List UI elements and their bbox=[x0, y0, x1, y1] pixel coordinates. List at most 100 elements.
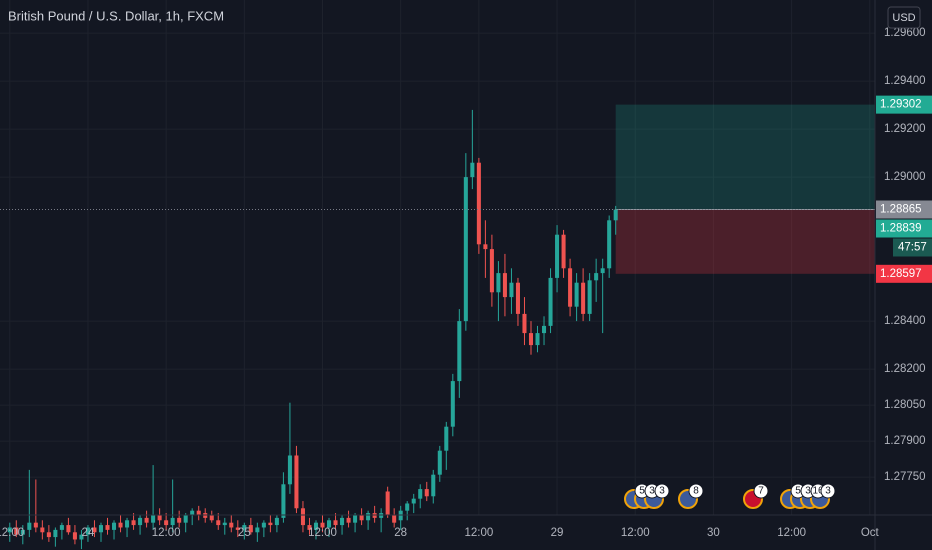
price-label-box bbox=[876, 219, 932, 238]
candle-body bbox=[151, 515, 156, 523]
candle-body bbox=[300, 508, 305, 526]
candle-body bbox=[594, 273, 599, 281]
candle-body bbox=[242, 525, 247, 530]
candle-body bbox=[476, 162, 481, 245]
x-tick-label: 12:00 bbox=[777, 527, 806, 539]
candle-body bbox=[27, 522, 32, 530]
candle-body bbox=[320, 522, 325, 528]
candle-body bbox=[528, 333, 534, 346]
y-tick-label: 1.29000 bbox=[884, 171, 926, 183]
candle-body bbox=[138, 517, 143, 526]
target-zone bbox=[615, 104, 875, 210]
candle-body bbox=[587, 280, 592, 314]
candle-body bbox=[463, 177, 468, 322]
event-badge bbox=[820, 483, 836, 499]
candle-body bbox=[561, 234, 566, 269]
candle-body bbox=[14, 527, 19, 535]
stop-zone bbox=[615, 209, 875, 274]
event-count: 3 bbox=[805, 486, 811, 497]
currency-label[interactable]: USD bbox=[892, 12, 915, 24]
price-label-box bbox=[876, 95, 932, 114]
candle-body bbox=[437, 450, 442, 475]
event-count: 3 bbox=[649, 486, 655, 497]
x-tick-label: 12:00 bbox=[621, 527, 650, 539]
candle-body bbox=[522, 313, 527, 334]
candle-body bbox=[164, 520, 169, 526]
candle-body bbox=[79, 534, 84, 540]
candle-body bbox=[105, 525, 110, 530]
y-tick-label: 1.28400 bbox=[884, 315, 926, 327]
price-label-box bbox=[876, 264, 932, 283]
candle-body bbox=[118, 522, 123, 528]
x-tick-label: 12:00 bbox=[308, 527, 337, 539]
x-tick-label: 12:00 bbox=[152, 527, 181, 539]
candle-body bbox=[66, 525, 71, 533]
candle-body bbox=[157, 515, 162, 521]
price-label-box bbox=[876, 200, 932, 219]
candle-body bbox=[46, 532, 51, 538]
candle-body bbox=[190, 510, 195, 516]
candle-body bbox=[411, 498, 416, 504]
candle-body bbox=[424, 489, 429, 497]
candle-body bbox=[235, 527, 240, 530]
x-tick-label: Oct bbox=[861, 527, 880, 539]
candle-body bbox=[457, 321, 462, 382]
candle-body bbox=[483, 244, 488, 250]
candle-body bbox=[470, 162, 475, 178]
candle-body bbox=[600, 268, 605, 274]
candle-body bbox=[515, 282, 520, 314]
candle-body bbox=[131, 520, 136, 526]
candle-body bbox=[405, 503, 410, 511]
candle-body bbox=[92, 527, 97, 533]
axis: 1.29600 1.29400 1.29200 1.29000 1.28400 1.282… bbox=[0, 27, 932, 539]
candle-body bbox=[542, 325, 547, 334]
countdown-box bbox=[893, 238, 932, 257]
y-tick-label: 1.27750 bbox=[884, 471, 926, 483]
price-label: 1.28839 bbox=[880, 223, 922, 235]
candle-body bbox=[294, 455, 299, 509]
candle-body bbox=[535, 333, 540, 346]
candle-body bbox=[111, 522, 117, 530]
event-count: 3 bbox=[825, 486, 831, 497]
x-tick-label: 12:00 bbox=[464, 527, 493, 539]
candle-body bbox=[313, 522, 319, 530]
candle-body bbox=[431, 474, 436, 497]
candle-body bbox=[555, 234, 560, 278]
candle-body bbox=[72, 532, 77, 540]
y-tick-label: 1.29600 bbox=[884, 27, 926, 39]
candle-body bbox=[183, 515, 188, 523]
candle-body bbox=[613, 209, 618, 221]
candle-body bbox=[353, 515, 358, 523]
candle-body bbox=[144, 517, 149, 523]
candle-body bbox=[255, 527, 260, 533]
price-label: 1.29302 bbox=[880, 99, 922, 111]
grid bbox=[0, 0, 875, 515]
y-tick-label: 1.28200 bbox=[884, 363, 926, 375]
candle-body bbox=[281, 484, 286, 518]
y-tick-label: 1.28050 bbox=[884, 399, 926, 411]
candle-body bbox=[209, 515, 214, 521]
candle-body bbox=[418, 489, 423, 499]
event-count: 5 bbox=[795, 486, 801, 497]
chart-title: British Pound / U.S. Dollar, 1h, FXCM bbox=[8, 8, 224, 23]
candle-body bbox=[607, 220, 612, 269]
candle-body bbox=[444, 426, 449, 451]
candle-body bbox=[450, 381, 455, 427]
countdown: 47:57 bbox=[898, 242, 927, 254]
candle-body bbox=[40, 527, 45, 533]
candle-body bbox=[574, 282, 579, 307]
price-label: 1.28597 bbox=[880, 268, 922, 280]
candle-body bbox=[274, 517, 279, 526]
candle-body bbox=[489, 249, 494, 293]
event-badge bbox=[753, 483, 769, 499]
currency-button[interactable] bbox=[887, 6, 921, 29]
candle-body bbox=[568, 268, 573, 307]
candle-body bbox=[581, 282, 586, 314]
candle-body bbox=[222, 522, 227, 526]
event-count: 3 bbox=[659, 486, 665, 497]
candle-body bbox=[125, 520, 130, 528]
candle-body bbox=[216, 520, 221, 526]
candle-body bbox=[170, 517, 175, 526]
candle-body bbox=[366, 513, 371, 521]
